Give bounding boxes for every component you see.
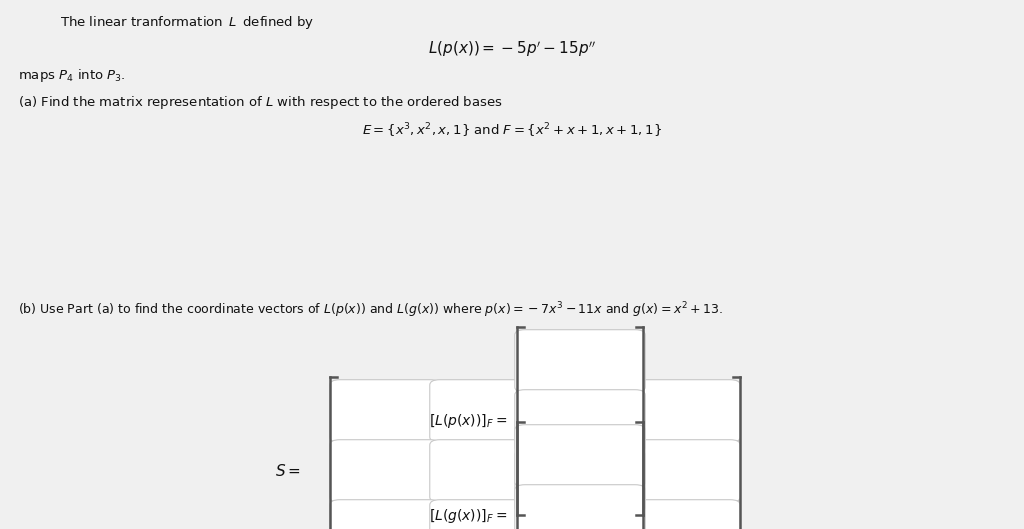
Text: (b) Use Part (a) to find the coordinate vectors of $L(p(x))$ and $L(g(x))$ where: (b) Use Part (a) to find the coordinate … [18,300,723,320]
Text: $L(p(x)) = -5p' - 15p''$: $L(p(x)) = -5p' - 15p''$ [428,39,596,59]
FancyBboxPatch shape [529,440,640,503]
Text: maps $P_4$ into $P_3$.: maps $P_4$ into $P_3$. [18,67,126,84]
FancyBboxPatch shape [515,330,645,393]
FancyBboxPatch shape [529,500,640,529]
Text: $S =$: $S =$ [275,463,301,479]
FancyBboxPatch shape [515,390,645,452]
FancyBboxPatch shape [430,500,541,529]
FancyBboxPatch shape [515,425,645,487]
FancyBboxPatch shape [630,440,740,503]
FancyBboxPatch shape [330,500,440,529]
FancyBboxPatch shape [515,450,645,512]
Text: $E = \{x^3, x^2, x, 1\}$ and $F = \{x^2 + x + 1, x + 1, 1\}$: $E = \{x^3, x^2, x, 1\}$ and $F = \{x^2 … [361,121,663,140]
FancyBboxPatch shape [630,380,740,442]
FancyBboxPatch shape [430,440,541,503]
Text: The linear tranformation $\,L\,$ defined by: The linear tranformation $\,L\,$ defined… [60,14,314,31]
Text: $[L(g(x))]_F =$: $[L(g(x))]_F =$ [429,507,507,525]
Text: (a) Find the matrix representation of $L$ with respect to the ordered bases: (a) Find the matrix representation of $L… [18,94,503,111]
FancyBboxPatch shape [330,440,440,503]
FancyBboxPatch shape [529,380,640,442]
FancyBboxPatch shape [630,500,740,529]
FancyBboxPatch shape [430,380,541,442]
FancyBboxPatch shape [515,485,645,529]
Text: $[L(p(x))]_F =$: $[L(p(x))]_F =$ [429,412,507,430]
FancyBboxPatch shape [330,380,440,442]
